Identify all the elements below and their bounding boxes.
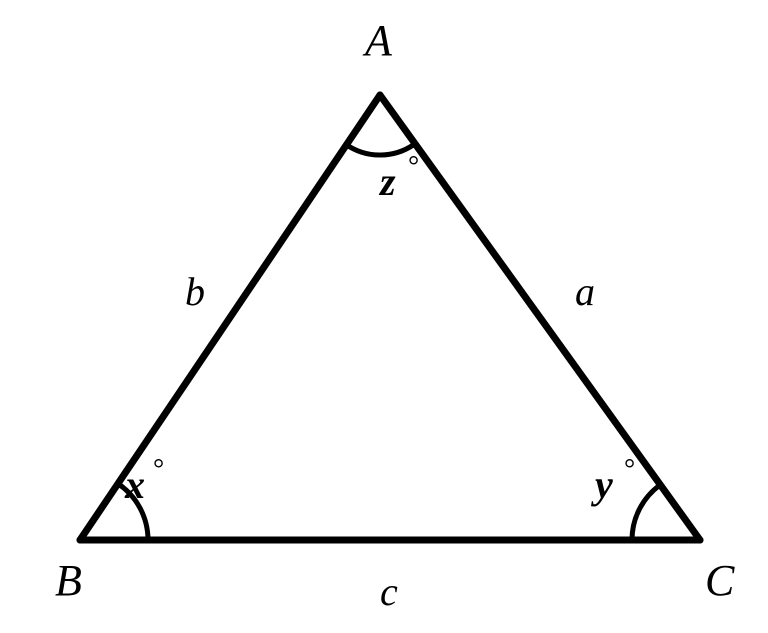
- angle-arc-z: [346, 144, 414, 155]
- angle-arc-y: [632, 485, 660, 540]
- vertex-label-b: B: [55, 556, 82, 605]
- angle-label-y: y: [591, 462, 613, 507]
- side-label-a: a: [575, 269, 595, 314]
- angle-label-z: z: [378, 159, 396, 204]
- angle-label-x: x: [124, 462, 145, 507]
- side-label-b: b: [185, 269, 205, 314]
- angle-degree-x: °: [153, 454, 164, 485]
- side-ca: [380, 95, 700, 540]
- vertex-label-a: A: [362, 16, 393, 65]
- side-label-c: c: [380, 569, 398, 614]
- angle-degree-z: °: [408, 151, 419, 182]
- triangle-diagram: A B C a b c x ° y ° z °: [0, 0, 768, 633]
- angle-degree-y: °: [624, 454, 635, 485]
- vertex-label-c: C: [705, 556, 735, 605]
